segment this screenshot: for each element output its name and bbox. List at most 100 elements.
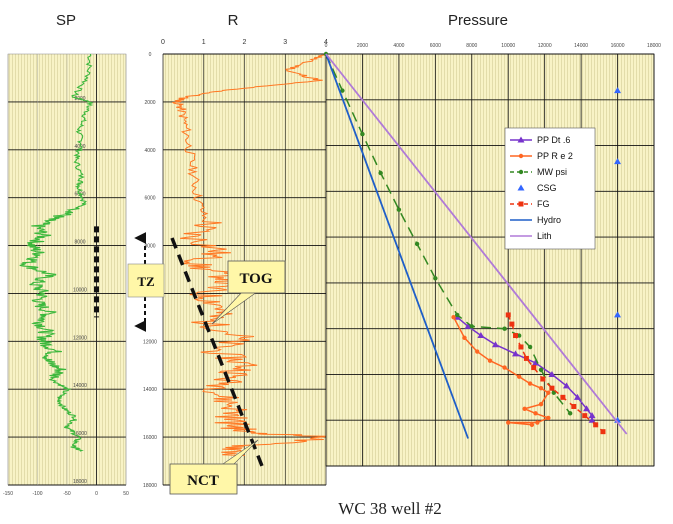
series-point <box>551 390 556 395</box>
pressure-series-pp-r-e-2 <box>451 315 551 427</box>
series-point <box>614 87 622 94</box>
series-point <box>531 365 537 371</box>
tog-annotation: TOG <box>211 260 286 325</box>
series-point <box>513 333 519 339</box>
series-point <box>527 381 533 386</box>
series-point <box>546 415 551 421</box>
legend-label: MW psi <box>537 167 567 177</box>
series-point <box>563 382 571 389</box>
r-depth-tick-label: 6000 <box>144 196 155 202</box>
legend-label: PP R e 2 <box>537 151 573 161</box>
series-point <box>548 370 556 377</box>
sp-depth-tick-label: 10000 <box>73 287 87 293</box>
legend-label: FG <box>537 199 550 209</box>
sp-x-tick-label: 0 <box>95 491 98 497</box>
series-point <box>340 88 345 93</box>
pressure-panel-title: Pressure <box>448 12 508 29</box>
series-point <box>491 341 499 348</box>
legend-label: PP Dt .6 <box>537 135 570 145</box>
series-point <box>487 358 493 363</box>
sp-depth-tick-label: 16000 <box>73 431 87 437</box>
nct-annotation: NCT <box>169 439 259 495</box>
legend-marker <box>518 153 524 159</box>
series-point <box>512 350 520 357</box>
sp-depth-tick-label: 4000 <box>74 144 85 150</box>
pressure-x-tick-label: 16000 <box>611 43 625 49</box>
pressure-x-tick-label: 18000 <box>647 43 661 49</box>
sp-panel-title: SP <box>56 12 76 29</box>
series-point <box>588 416 596 423</box>
pressure-gridlines <box>325 53 655 467</box>
tz-annotation: TZ <box>127 232 165 332</box>
series-point <box>502 326 507 331</box>
r-x-tick-labels: 0 1 2 3 4 <box>161 39 328 46</box>
r-depth-tick-label: 14000 <box>143 387 157 393</box>
series-point <box>582 413 588 419</box>
pressure-x-tick-label: 2000 <box>357 43 368 49</box>
series-point <box>475 349 480 354</box>
pressure-series-mw-psi <box>323 51 573 416</box>
pressure-x-tick-label: 0 <box>325 43 328 49</box>
legend-marker <box>518 201 524 207</box>
r-depth-tick-label: 2000 <box>144 100 155 106</box>
tog-label-box <box>227 260 286 294</box>
pressure-x-tick-label: 6000 <box>430 43 441 49</box>
series-point <box>538 385 544 391</box>
series-point <box>560 394 566 400</box>
r-depth-tick-label: 0 <box>149 52 152 58</box>
legend-item: Lith <box>510 231 552 241</box>
sp-x-tick-labels: -150 -100 -50 0 50 <box>3 491 129 497</box>
series-point <box>378 170 383 176</box>
legend-item: CSG <box>517 183 557 193</box>
r-x-tick-label: 0 <box>161 39 165 46</box>
sp-depth-tick-label: 8000 <box>74 240 85 246</box>
r-depth-tick-label: 18000 <box>143 483 157 489</box>
r-depth-tick-label: 8000 <box>144 244 155 250</box>
sp-depth-tick-label: 14000 <box>73 383 87 389</box>
series-point <box>396 207 402 212</box>
series-point <box>549 385 555 391</box>
series-point <box>414 241 420 247</box>
series-point <box>462 335 467 341</box>
series-line <box>325 53 628 435</box>
series-point <box>360 131 365 137</box>
pressure-legend: PP Dt .6 PP R e 2 MW psi CSG FG Hydro Lith <box>504 127 596 250</box>
legend-items: PP Dt .6 PP R e 2 MW psi CSG FG Hydro Lith <box>510 135 573 241</box>
series-point <box>522 406 527 411</box>
series-point <box>523 355 529 361</box>
legend-label: Hydro <box>537 215 561 225</box>
r-curve <box>171 54 327 456</box>
r-x-tick-label: 4 <box>324 39 328 46</box>
legend-marker <box>517 136 525 143</box>
series-point <box>567 411 573 416</box>
r-depth-tick-label: 4000 <box>144 148 155 154</box>
legend-item: FG <box>510 199 550 209</box>
pressure-series-hydro <box>325 53 469 439</box>
pressure-panel: 0 2000 4000 6000 8000 10000 12000 14000 16000 180… <box>323 43 661 467</box>
sp-series <box>19 53 94 452</box>
nct-label-box <box>169 463 238 495</box>
series-point <box>600 429 606 435</box>
series-point <box>532 359 540 366</box>
series-point <box>535 420 540 425</box>
legend-label: Lith <box>537 231 552 241</box>
legend-marker <box>517 184 525 191</box>
series-line <box>452 316 551 426</box>
r-depth-tick-label: 16000 <box>143 435 157 441</box>
series-point <box>546 390 551 395</box>
resistivity-panel: 0200040006000800010000120001400016000180… <box>143 39 328 489</box>
sp-x-tick-label: -100 <box>32 491 42 497</box>
series-point <box>506 420 511 425</box>
pressure-x-tick-label: 12000 <box>538 43 552 49</box>
sp-x-tick-label: 50 <box>123 491 129 497</box>
series-point <box>540 376 546 382</box>
legend-item: MW psi <box>510 167 567 177</box>
sp-x-tick-label: -150 <box>3 491 13 497</box>
r-x-tick-label: 2 <box>243 39 247 46</box>
pressure-x-tick-label: 8000 <box>466 43 477 49</box>
series-point <box>518 344 524 350</box>
series-point <box>505 312 511 318</box>
series-point <box>538 402 544 407</box>
series-point <box>527 344 533 350</box>
nct-label: NCT <box>187 473 219 489</box>
